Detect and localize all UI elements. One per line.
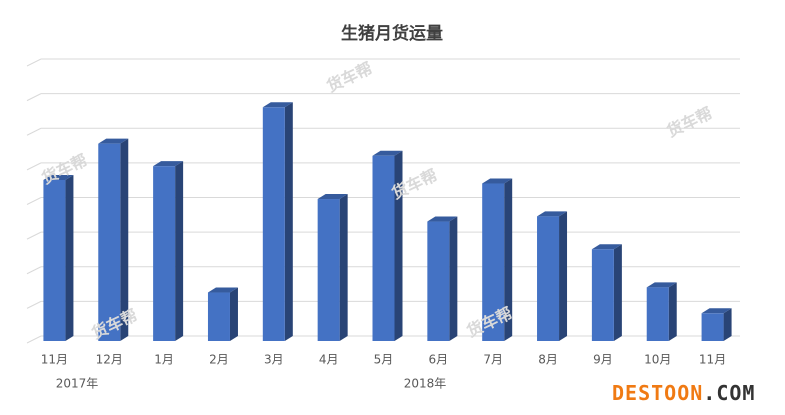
bar-front [372, 155, 395, 341]
x-tick-label: 10月 [644, 353, 671, 367]
bar-front [262, 107, 285, 341]
bar [646, 282, 677, 341]
bar [43, 174, 74, 341]
bar-top [153, 161, 184, 167]
bar-top [43, 174, 74, 180]
bar [317, 194, 348, 341]
x-tick-label: 2月 [209, 353, 229, 367]
bar-front [98, 143, 121, 341]
x-tick-label: 4月 [319, 353, 339, 367]
x-tick-label: 5月 [374, 353, 394, 367]
bar-top [701, 308, 732, 314]
bar-front [427, 221, 450, 341]
x-tick-label: 6月 [429, 353, 449, 367]
bar-top [98, 138, 129, 144]
bar [482, 178, 513, 341]
bar-side [723, 308, 732, 341]
bar-top [262, 102, 293, 108]
bar-front [482, 183, 505, 341]
bar-side [504, 178, 513, 341]
bar-front [646, 287, 669, 341]
bar-side [449, 216, 458, 341]
watermark: 货车帮 [324, 58, 376, 96]
bar-top [537, 211, 568, 217]
grid-depth [26, 127, 42, 136]
x-tick-label: 9月 [593, 353, 613, 367]
bar [701, 308, 732, 341]
grid-depth [26, 335, 42, 344]
bar-front [153, 166, 176, 341]
x-tick-label: 12月 [96, 353, 123, 367]
x-tick-label: 1月 [154, 353, 174, 367]
grid-depth [26, 231, 42, 240]
bar-top [591, 244, 622, 250]
chart-title: 生猪月货运量 [341, 23, 443, 44]
bar-top [317, 194, 348, 200]
bar-side [559, 211, 568, 341]
bar [427, 216, 458, 341]
bar-front [701, 313, 724, 341]
bar-side [394, 150, 403, 341]
bar-side [229, 287, 238, 341]
bar-front [591, 249, 614, 341]
bar-top [427, 216, 458, 222]
bar-top [207, 287, 238, 293]
bar [207, 287, 238, 341]
logo-text: DESTOON [612, 381, 703, 405]
bar-side [120, 138, 129, 341]
grid-depth [26, 197, 42, 205]
bar [537, 211, 568, 341]
bar-front [317, 199, 340, 341]
x-tick-label: 8月 [538, 353, 558, 367]
year-label: 2017年 [56, 377, 99, 391]
bar-top [372, 150, 403, 156]
grid-depth [26, 266, 42, 275]
bar-front [43, 179, 66, 341]
watermark: 货车帮 [664, 103, 716, 141]
bar-side [284, 102, 293, 341]
bar-front [537, 216, 560, 341]
bar-side [175, 161, 184, 341]
grid-depth [26, 58, 42, 67]
grid-depth [26, 300, 42, 309]
bar-side [613, 244, 622, 341]
bar [372, 150, 403, 341]
bar [591, 244, 622, 341]
bar [98, 138, 129, 341]
logo: DESTOON.COM [612, 381, 755, 405]
x-tick-label: 7月 [483, 353, 503, 367]
bar-top [646, 282, 677, 288]
x-tick-label: 11月 [41, 353, 68, 367]
bar-side [65, 174, 74, 341]
logo-text: .COM [703, 381, 755, 405]
x-tick-label: 3月 [264, 353, 284, 367]
bar [153, 161, 184, 341]
grid-depth [26, 93, 42, 102]
grid-depth [26, 162, 42, 171]
x-tick-label: 11月 [699, 353, 726, 367]
bar-side [668, 282, 677, 341]
bar-front [207, 292, 230, 341]
bar-top [482, 178, 513, 184]
bar [262, 102, 293, 341]
bar-side [339, 194, 348, 341]
year-label: 2018年 [404, 377, 447, 391]
